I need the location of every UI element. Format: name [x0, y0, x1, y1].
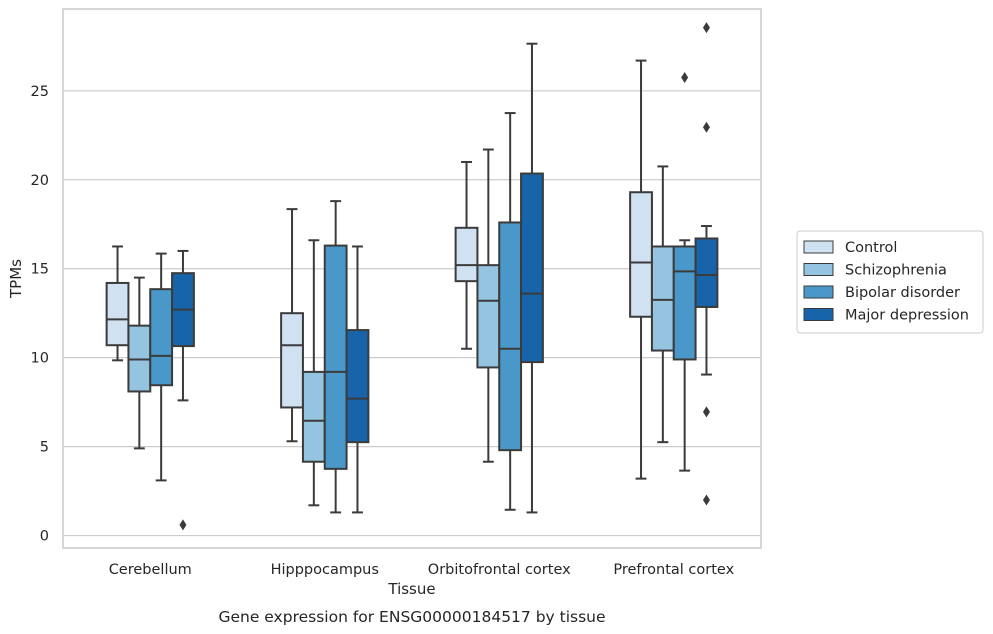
- x-axis-title: Tissue: [387, 580, 435, 598]
- box-plot-area: [105, 22, 719, 531]
- box: [672, 245, 697, 361]
- box-group: [171, 249, 195, 531]
- box: [301, 370, 326, 463]
- x-tick-label: Orbitofrontal cortex: [428, 562, 571, 578]
- box: [520, 172, 544, 364]
- box-group: [127, 276, 152, 450]
- box: [323, 244, 348, 470]
- legend-item: Bipolar disorder: [803, 285, 960, 301]
- box-group: [454, 160, 479, 350]
- legend-item: Major depression: [803, 308, 969, 324]
- box: [629, 191, 653, 318]
- box-group: [694, 22, 719, 506]
- box-group: [672, 71, 697, 472]
- legend-frame: [796, 230, 984, 334]
- box-group: [520, 42, 544, 514]
- legend-item: Schizophrenia: [803, 263, 947, 279]
- legend-label: Major depression: [845, 308, 969, 324]
- box-group: [323, 200, 348, 514]
- box: [105, 281, 130, 347]
- y-axis-ticks: 0 5 10 15 20 25: [31, 84, 49, 545]
- chart-caption: Gene expression for ENSG00000184517 by t…: [218, 608, 605, 626]
- box-group: [301, 239, 326, 507]
- legend-swatch: [803, 308, 834, 321]
- x-tick-label: Cerebellum: [109, 562, 192, 578]
- y-axis-title: TPMs: [7, 259, 25, 299]
- box: [498, 221, 523, 452]
- box: [650, 245, 675, 352]
- box-group: [280, 208, 304, 443]
- y-tick-label: 0: [40, 529, 49, 545]
- x-axis-ticks: Cerebellum Hipppocampus Orbitofrontal cort…: [109, 562, 735, 578]
- y-tick-label: 15: [31, 262, 49, 278]
- box-group: [629, 59, 653, 480]
- legend-label: Control: [845, 240, 897, 256]
- legend: Control Schizophrenia Bipolar disorder Majo…: [796, 230, 984, 334]
- legend-swatch: [803, 240, 834, 254]
- box-group: [149, 252, 174, 482]
- box-group: [476, 148, 501, 463]
- box: [694, 237, 719, 308]
- legend-swatch: [803, 263, 834, 276]
- outlier-point: [179, 519, 187, 531]
- y-tick-label: 10: [31, 351, 49, 367]
- box-group: [650, 165, 675, 444]
- box: [476, 264, 501, 369]
- box: [454, 226, 479, 283]
- legend-item: Control: [803, 240, 897, 256]
- grid-lines: [63, 90, 761, 537]
- box: [280, 312, 304, 409]
- outlier-point: [702, 494, 710, 506]
- y-tick-label: 25: [31, 84, 49, 100]
- box: [149, 288, 174, 387]
- x-tick-label: Hipppocampus: [271, 562, 379, 578]
- outlier-point: [702, 22, 710, 34]
- legend-label: Schizophrenia: [845, 263, 947, 279]
- outlier-point: [702, 406, 710, 418]
- outlier-point: [702, 121, 710, 133]
- outlier-point: [681, 71, 689, 83]
- box-group: [498, 112, 523, 511]
- box: [345, 329, 370, 444]
- legend-swatch: [803, 285, 834, 299]
- box-group: [345, 245, 370, 514]
- plot-frame: [62, 8, 762, 549]
- legend-label: Bipolar disorder: [845, 285, 960, 301]
- x-tick-label: Prefrontal cortex: [613, 562, 734, 578]
- y-tick-label: 5: [40, 440, 49, 456]
- box-group: [105, 245, 130, 362]
- y-tick-label: 20: [31, 173, 49, 189]
